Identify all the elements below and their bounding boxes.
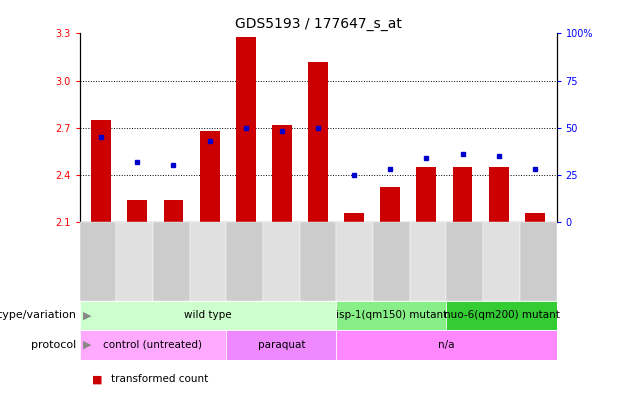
Text: ■: ■ <box>92 374 103 384</box>
Bar <box>91 120 111 222</box>
Bar <box>336 330 556 360</box>
Bar <box>417 167 436 222</box>
Text: wild type: wild type <box>184 310 232 320</box>
Title: GDS5193 / 177647_s_at: GDS5193 / 177647_s_at <box>235 17 401 31</box>
Text: transformed count: transformed count <box>111 374 209 384</box>
Bar <box>163 200 183 222</box>
Text: genotype/variation: genotype/variation <box>0 310 76 320</box>
Bar <box>200 131 219 222</box>
Bar <box>80 330 226 360</box>
Bar <box>127 200 148 222</box>
Bar <box>236 37 256 222</box>
Bar <box>272 125 292 222</box>
Text: nuo-6(qm200) mutant: nuo-6(qm200) mutant <box>443 310 560 320</box>
Text: paraquat: paraquat <box>258 340 305 350</box>
Bar <box>344 213 364 222</box>
Bar <box>80 301 336 330</box>
Bar <box>525 213 545 222</box>
Bar <box>446 301 556 330</box>
Text: isp-1(qm150) mutant: isp-1(qm150) mutant <box>336 310 447 320</box>
Text: n/a: n/a <box>438 340 455 350</box>
Bar <box>308 62 328 222</box>
Text: ▶: ▶ <box>83 340 91 350</box>
Text: ▶: ▶ <box>83 310 91 320</box>
Bar <box>336 301 446 330</box>
Bar <box>226 330 336 360</box>
Text: protocol: protocol <box>31 340 76 350</box>
Bar <box>380 187 400 222</box>
Bar <box>453 167 473 222</box>
Text: control (untreated): control (untreated) <box>104 340 202 350</box>
Bar <box>488 167 509 222</box>
